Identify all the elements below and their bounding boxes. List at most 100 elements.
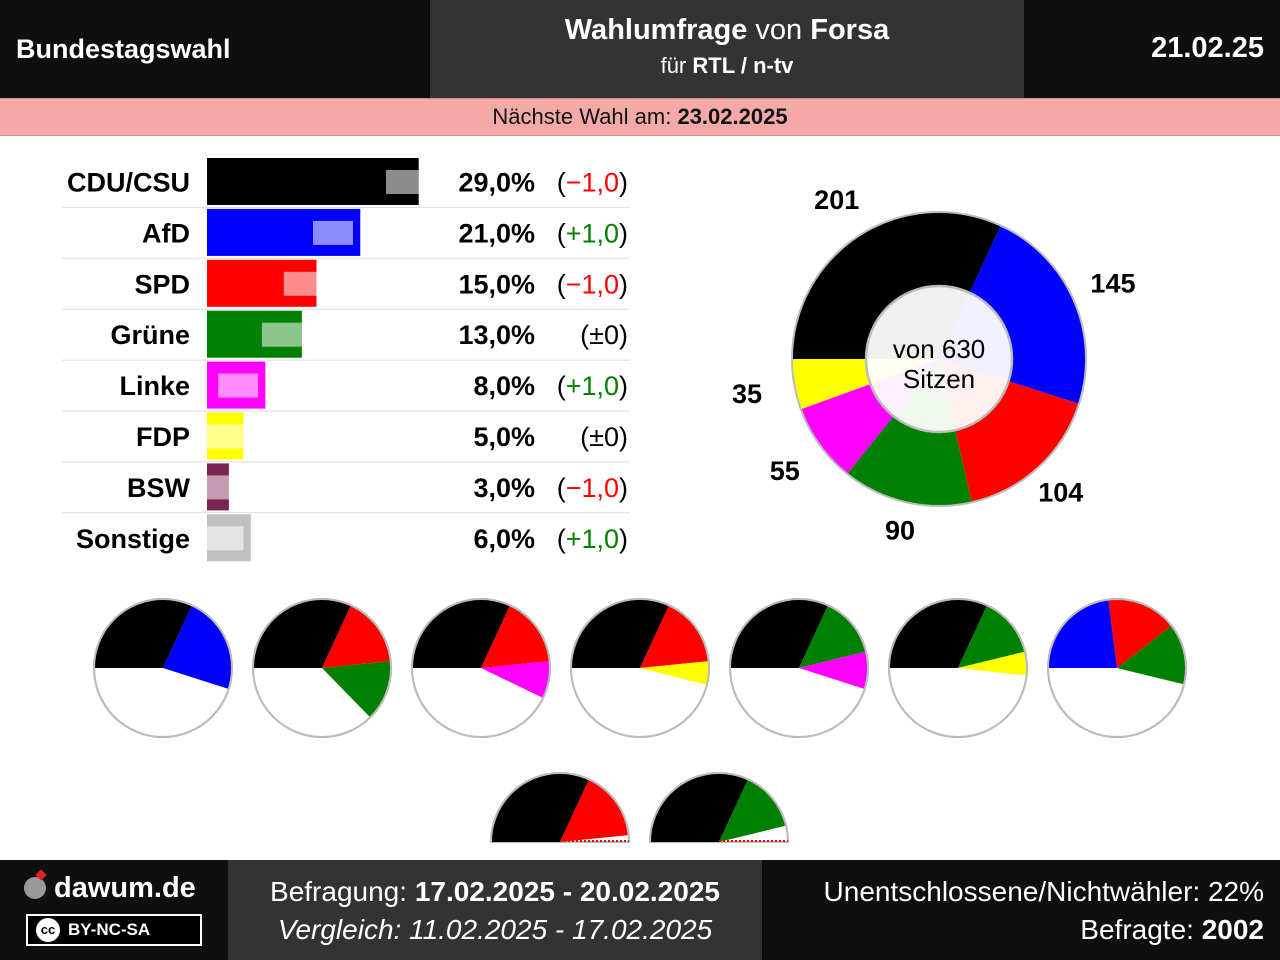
dawum-logo-icon — [24, 877, 46, 899]
coalition-slice — [571, 598, 670, 668]
coalition-ring — [1047, 598, 1187, 738]
coalition-slice — [650, 773, 749, 842]
value-label: 15,0% — [458, 269, 535, 299]
coalition-slice — [799, 651, 868, 689]
cc-icon: cc — [36, 918, 60, 942]
previous-value-marker-3 — [261, 322, 302, 347]
previous-value-marker-2 — [283, 271, 324, 296]
coalition-slice — [1048, 599, 1117, 668]
party-label: Grüne — [110, 320, 190, 350]
coalition-ring — [489, 772, 631, 843]
value-label: 29,0% — [458, 168, 535, 198]
next-election-date: 23.02.2025 — [677, 104, 788, 129]
seat-label: 90 — [885, 516, 915, 546]
coalition-slice — [491, 773, 590, 842]
coalition-chart-2 — [411, 598, 551, 738]
seat-unit: Sitzen — [903, 364, 975, 394]
value-label: 13,0% — [458, 320, 535, 350]
coalition-ring — [93, 598, 233, 738]
coalition-slice — [322, 605, 391, 668]
coalition-chart-1 — [252, 598, 392, 738]
coalition-slice — [253, 599, 352, 668]
header-title: Wahlumfrage von Forsa — [564, 14, 890, 46]
coalition-outline — [411, 598, 551, 738]
coalition-slice — [1117, 625, 1186, 685]
coalition-ring — [252, 598, 392, 738]
coalition-ring — [888, 598, 1028, 738]
coalition-outline — [1047, 598, 1187, 738]
undecided-share: Unentschlossene/Nichtwähler: 22% — [823, 876, 1264, 907]
header-subtitle: für RTL / n-tv — [660, 53, 794, 78]
coalition-chart-0 — [93, 598, 233, 738]
value-label: 8,0% — [473, 371, 535, 401]
previous-value-marker-1 — [313, 220, 353, 245]
coalition-outline — [649, 772, 789, 843]
coalition-slice — [799, 605, 867, 668]
change-label: (−1,0) — [557, 473, 628, 503]
previous-value-marker-6 — [196, 475, 237, 500]
footer-bar: dawum.de cc BY-NC-SA Befragung: 17.02.202… — [0, 860, 1280, 960]
poll-bar-chart: CDU/CSU 29,0% (−1,0) AfD 21,0% (+1,0) SPD 15,0%… — [62, 158, 630, 562]
survey-period-box: Befragung: 17.02.2025 - 20.02.2025 Vergl… — [228, 860, 762, 960]
value-label: 5,0% — [473, 422, 535, 452]
seat-center — [864, 284, 1014, 434]
coalition-slice — [94, 599, 193, 668]
coalition-ring — [648, 772, 790, 843]
coalition-slice — [322, 661, 392, 718]
coalition-chart-5 — [888, 598, 1028, 738]
previous-value-marker-0 — [386, 170, 426, 194]
coalition-slice — [481, 605, 550, 668]
change-label: (+1,0) — [557, 371, 628, 401]
bar-0 — [207, 158, 419, 205]
coalition-ring — [411, 598, 551, 738]
survey-period: Befragung: 17.02.2025 - 20.02.2025 — [270, 876, 720, 907]
coalition-ring — [570, 598, 710, 738]
coalition-chart-4 — [729, 598, 869, 738]
dawum-logo[interactable]: dawum.de — [24, 872, 196, 905]
license-badge[interactable]: cc BY-NC-SA — [26, 914, 202, 946]
coalition-slice — [640, 605, 709, 668]
previous-value-marker-7 — [203, 526, 244, 551]
change-label: (−1,0) — [557, 269, 628, 299]
header-bar: Bundestagswahl Wahlumfrage von Forsa für… — [0, 0, 1280, 98]
respondent-count: Befragte: 2002 — [1080, 914, 1264, 945]
seat-label: 35 — [732, 379, 762, 409]
seat-label: 55 — [770, 456, 800, 486]
party-label: AfD — [142, 218, 190, 248]
value-label: 21,0% — [458, 218, 535, 248]
seat-total: von 630 — [893, 334, 986, 364]
seat-ring — [791, 211, 1087, 507]
previous-value-marker-5 — [203, 424, 244, 449]
next-election-banner: Nächste Wahl am: 23.02.2025 — [0, 98, 1280, 136]
coalition-outline — [570, 598, 710, 738]
compare-period: Vergleich: 11.02.2025 - 17.02.2025 — [277, 914, 713, 945]
coalition-slice — [412, 599, 511, 668]
change-label: (±0) — [580, 422, 628, 452]
coalition-slice — [163, 605, 232, 689]
coalition-outline — [252, 598, 392, 738]
coalition-slice — [481, 661, 551, 698]
value-label: 6,0% — [473, 524, 535, 554]
change-label: (+1,0) — [557, 218, 628, 248]
coalition-outline — [888, 598, 1028, 738]
survey-stats: Unentschlossene/Nichtwähler: 22% Befragt… — [824, 876, 1264, 946]
coalition-slice — [640, 661, 709, 686]
coalition-slice — [958, 605, 1026, 668]
coalition-outline — [729, 598, 869, 738]
coalition-chart-8 — [648, 772, 790, 843]
seat-label: 201 — [814, 185, 859, 215]
coalition-outline — [93, 598, 233, 738]
party-label: FDP — [136, 422, 190, 452]
seat-label: 104 — [1038, 478, 1083, 508]
previous-value-marker-4 — [218, 373, 259, 398]
coalition-chart-6 — [1047, 598, 1187, 738]
coalition-slice — [560, 779, 629, 842]
seat-label: 145 — [1090, 269, 1135, 299]
coalition-slice — [1108, 599, 1172, 668]
party-label: SPD — [134, 269, 190, 299]
coalition-ring — [729, 598, 869, 738]
poll-date: 21.02.25 — [1151, 32, 1264, 64]
change-label: (+1,0) — [557, 524, 628, 554]
election-type: Bundestagswahl — [16, 34, 231, 64]
